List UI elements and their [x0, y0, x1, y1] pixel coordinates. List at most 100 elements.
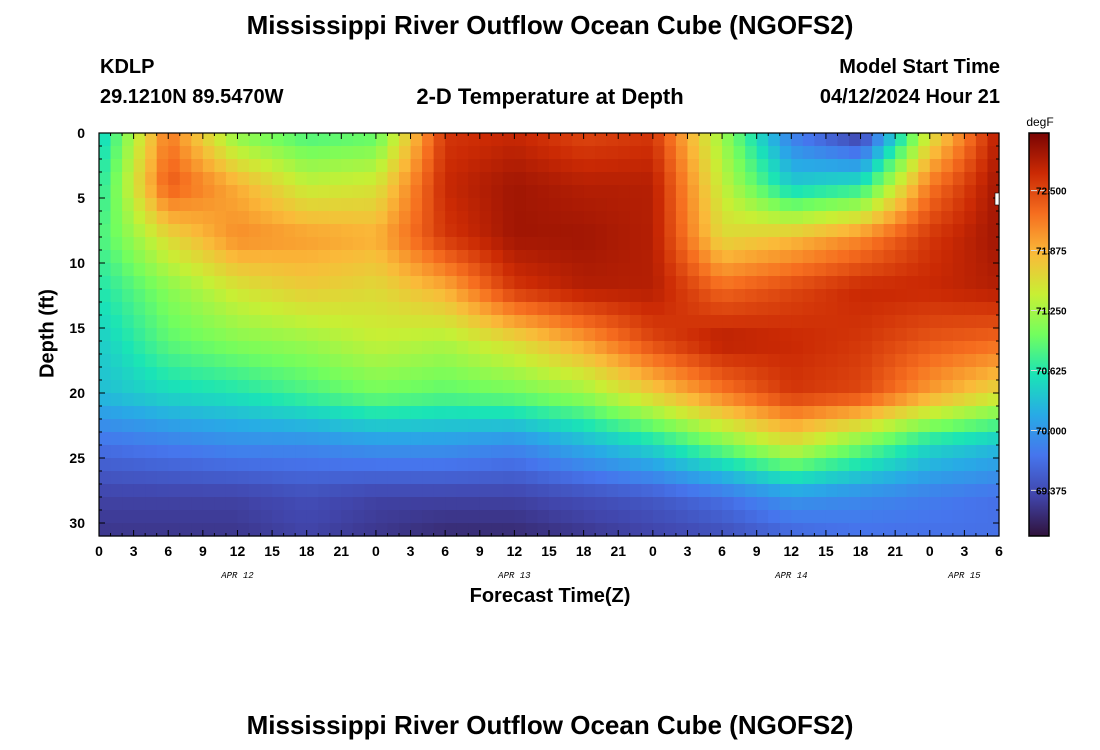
heatmap-cell — [399, 471, 412, 485]
heatmap-cell — [272, 224, 285, 238]
heatmap-cell — [872, 198, 885, 212]
heatmap-cell — [260, 302, 273, 316]
heatmap-cell — [99, 224, 112, 238]
heatmap-cell — [249, 510, 262, 524]
heatmap-cell — [525, 315, 539, 329]
heatmap-cell — [733, 159, 746, 173]
heatmap-cell — [283, 471, 296, 485]
heatmap-cell — [214, 432, 227, 446]
heatmap-cell — [791, 484, 804, 498]
heatmap-cell — [699, 406, 712, 420]
heatmap-cell — [756, 224, 769, 238]
heatmap-cell — [572, 523, 585, 537]
x-tick-label: 15 — [541, 543, 557, 559]
heatmap-cell — [249, 185, 262, 199]
heatmap-cell — [122, 250, 135, 264]
heatmap-cell — [133, 315, 146, 329]
heatmap-cell — [249, 250, 262, 264]
heatmap-cell — [641, 172, 654, 186]
heatmap-cell — [145, 276, 158, 290]
heatmap-cell — [502, 185, 515, 199]
heatmap-cell — [249, 263, 262, 277]
heatmap-cell — [364, 367, 377, 381]
heatmap-cell — [595, 146, 608, 160]
x-tick-label: 3 — [130, 543, 138, 559]
heatmap-cell — [225, 523, 239, 537]
heatmap-cell — [906, 185, 919, 199]
heatmap-cell — [964, 315, 977, 329]
heatmap-cell — [606, 237, 619, 251]
heatmap-cell — [814, 198, 827, 212]
heatmap-cell — [860, 510, 873, 524]
heatmap-cell — [422, 172, 435, 186]
heatmap-cell — [595, 393, 608, 407]
heatmap-cell — [549, 263, 562, 277]
heatmap-cell — [583, 133, 596, 147]
heatmap-cell — [549, 367, 562, 381]
heatmap-cell — [802, 484, 815, 498]
heatmap-cell — [179, 471, 192, 485]
heatmap-cell — [433, 315, 446, 329]
heatmap-cell — [929, 315, 942, 329]
heatmap-cell — [225, 354, 239, 368]
heatmap-cell — [699, 380, 712, 394]
heatmap-cell — [352, 302, 365, 316]
heatmap-cell — [295, 263, 308, 277]
heatmap-cell — [133, 484, 146, 498]
heatmap-cell — [364, 510, 377, 524]
heatmap-cell — [202, 445, 215, 459]
heatmap-cell — [352, 497, 365, 511]
heatmap-cell — [768, 523, 781, 537]
heatmap-cell — [168, 302, 181, 316]
heatmap-cell — [225, 367, 239, 381]
y-tick-label: 20 — [69, 385, 85, 401]
heatmap-cell — [110, 406, 123, 420]
heatmap-cell — [272, 328, 285, 342]
heatmap-cell — [675, 315, 689, 329]
heatmap-cell — [352, 354, 365, 368]
heatmap-cell — [168, 315, 181, 329]
heatmap-cell — [156, 458, 169, 472]
heatmap-cell — [872, 393, 885, 407]
heatmap-cell — [941, 276, 954, 290]
heatmap-cell — [295, 445, 308, 459]
heatmap-cell — [479, 289, 492, 303]
heatmap-cell — [502, 315, 515, 329]
heatmap-cell — [122, 315, 135, 329]
heatmap-cell — [422, 393, 435, 407]
heatmap-cell — [606, 380, 619, 394]
heatmap-cell — [422, 523, 435, 537]
heatmap-cell — [110, 328, 123, 342]
heatmap-cell — [710, 510, 723, 524]
heatmap-cell — [860, 237, 873, 251]
heatmap-cell — [410, 276, 423, 290]
heatmap-cell — [825, 224, 839, 238]
heatmap-cell — [225, 198, 239, 212]
heatmap-cell — [479, 354, 492, 368]
heatmap-cell — [514, 302, 527, 316]
heatmap-cell — [629, 250, 642, 264]
heatmap-cell — [410, 302, 423, 316]
heatmap-cell — [618, 133, 631, 147]
heatmap-cell — [849, 276, 862, 290]
heatmap-cell — [410, 341, 423, 355]
heatmap-cell — [733, 393, 746, 407]
heatmap-cell — [260, 497, 273, 511]
heatmap-cell — [572, 367, 585, 381]
heatmap-cell — [191, 380, 204, 394]
heatmap-cell — [283, 497, 296, 511]
x-tick-label: 6 — [718, 543, 726, 559]
heatmap-cell — [652, 367, 665, 381]
heatmap-cell — [514, 354, 527, 368]
heatmap-cell — [272, 432, 285, 446]
heatmap-cell — [606, 367, 619, 381]
heatmap-cell — [768, 471, 781, 485]
heatmap-cell — [641, 146, 654, 160]
heatmap-cell — [918, 250, 931, 264]
heatmap-cell — [191, 484, 204, 498]
heatmap-cell — [468, 445, 481, 459]
heatmap-cell — [145, 315, 158, 329]
heatmap-cell — [779, 328, 792, 342]
model-start-label: Model Start Time — [839, 56, 1000, 78]
heatmap-cell — [745, 354, 758, 368]
